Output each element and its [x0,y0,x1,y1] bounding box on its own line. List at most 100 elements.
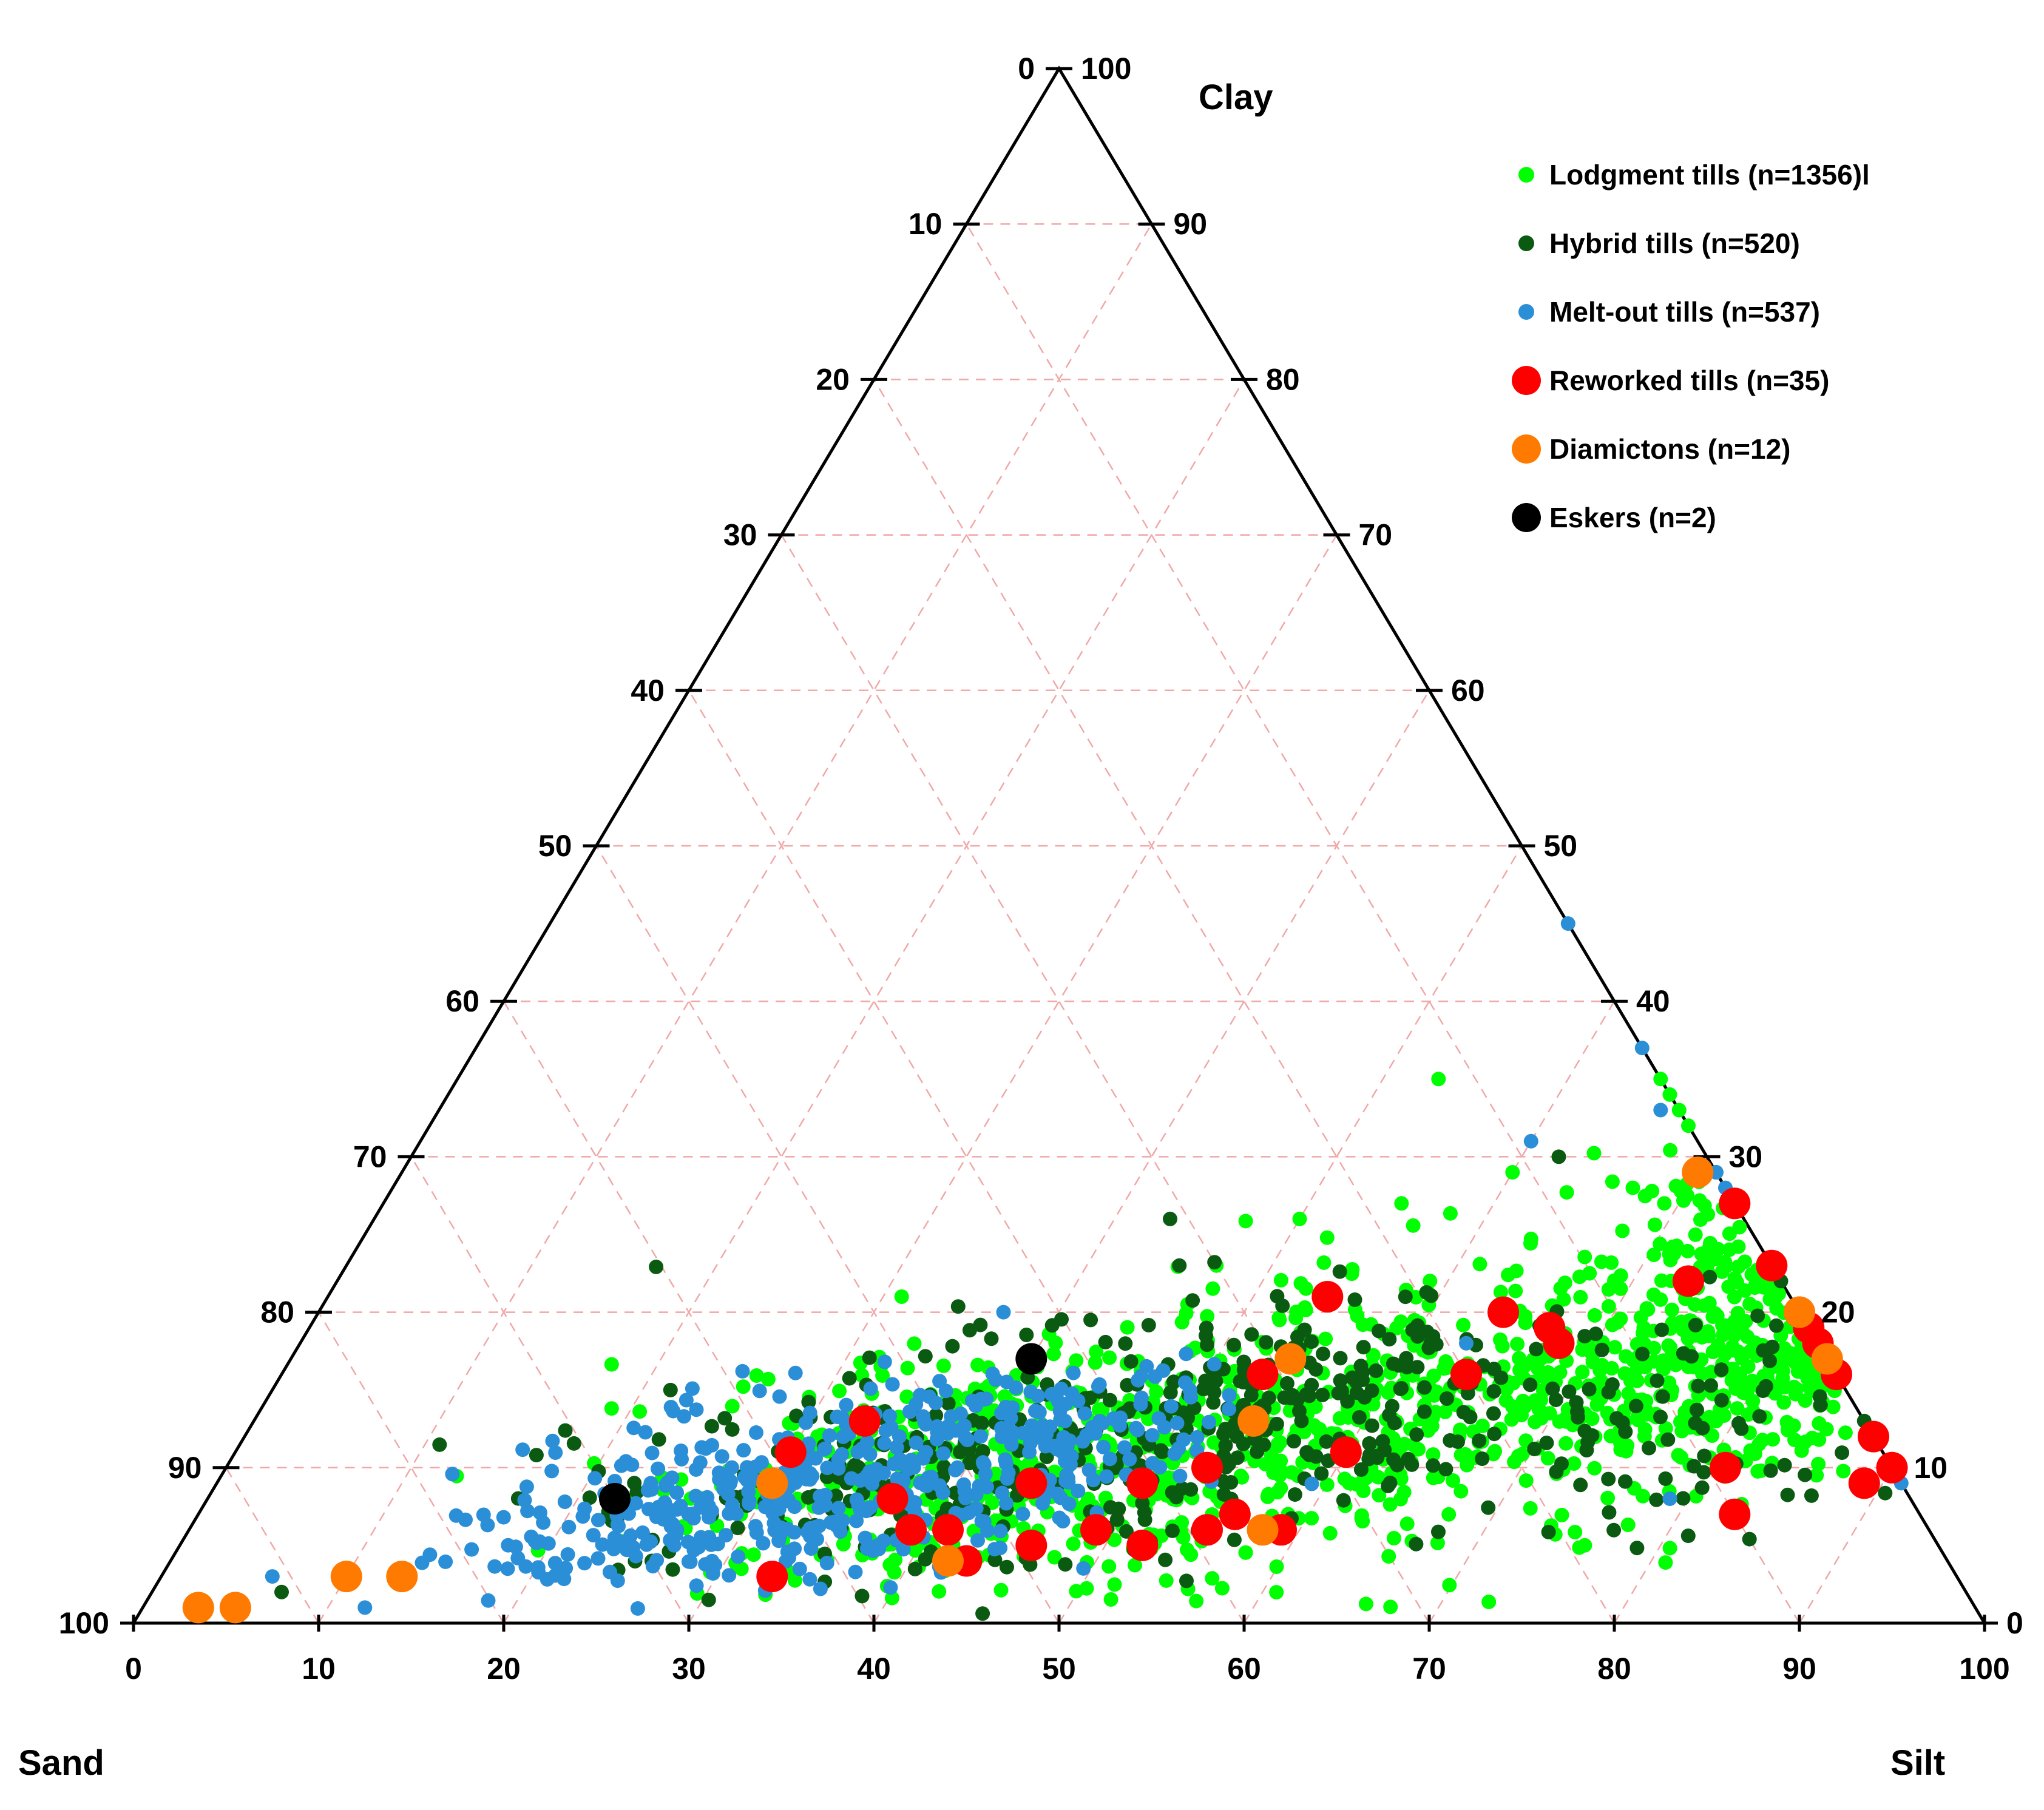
data-point-hybrid [1039,1450,1054,1464]
data-point-meltout [1071,1484,1086,1499]
data-point-meltout [804,1541,819,1556]
data-point-lodgment [1586,1146,1602,1161]
data-point-lodgment [1671,1103,1687,1118]
tick-label-right: 30 [1729,1140,1763,1173]
data-point-meltout [1156,1363,1171,1378]
data-point-hybrid [1601,1471,1616,1487]
data-point-meltout [530,1560,546,1575]
data-point-lodgment [1493,1332,1508,1347]
data-point-lodgment [1767,1291,1782,1306]
data-point-lodgment [1214,1581,1230,1596]
data-point-meltout [1145,1428,1160,1443]
data-point-lodgment [1396,1485,1412,1500]
data-point-meltout [689,1402,704,1417]
data-point-meltout [929,1432,944,1447]
data-point-hybrid [1697,1448,1712,1464]
data-point-diamictons [386,1561,418,1593]
data-point-lodgment [1587,1308,1602,1323]
data-point-lodgment [1517,1359,1532,1374]
data-point-lodgment [1354,1508,1369,1523]
data-point-meltout [748,1519,763,1534]
data-point-meltout [1030,1388,1046,1403]
data-point-hybrid [1642,1440,1656,1456]
data-point-meltout [595,1537,610,1552]
data-point-meltout [859,1504,874,1519]
data-point-meltout [677,1409,691,1424]
data-point-hybrid [1702,1269,1717,1285]
data-point-lodgment [1556,1292,1571,1307]
data-point-lodgment [1107,1532,1122,1547]
data-point-hybrid [1185,1293,1200,1308]
data-point-lodgment [1665,1315,1680,1331]
data-point-lodgment [1350,1308,1365,1323]
data-point-meltout [1086,1473,1101,1488]
data-point-lodgment [1654,1273,1669,1288]
data-point-meltout [1092,1414,1108,1429]
data-point-meltout [606,1541,621,1556]
data-point-meltout [1662,1491,1677,1506]
data-point-hybrid [1382,1332,1397,1347]
data-point-lodgment [1566,1456,1582,1471]
data-point-lodgment [1270,1437,1285,1452]
data-point-lodgment [1102,1350,1117,1365]
data-point-meltout [481,1593,496,1608]
data-point-hybrid [1606,1522,1622,1538]
data-point-hybrid [1386,1356,1401,1371]
data-point-lodgment [1722,1226,1737,1241]
data-point-lodgment [1284,1465,1299,1480]
data-point-lodgment [988,1467,1003,1482]
data-point-hybrid [1798,1467,1813,1482]
data-point-lodgment [1790,1364,1805,1379]
data-point-lodgment [1440,1358,1455,1373]
data-point-meltout [665,1470,680,1485]
data-point-lodgment [1600,1490,1616,1505]
data-point-meltout [1190,1430,1205,1445]
data-point-lodgment [1724,1373,1739,1388]
data-point-hybrid [1137,1505,1152,1520]
data-point-lodgment [725,1399,740,1414]
data-point-lodgment [1107,1577,1122,1592]
data-point-meltout [976,1456,991,1471]
data-point-hybrid [1349,1374,1364,1390]
data-point-hybrid [1878,1485,1893,1501]
data-point-lodgment [1430,1535,1445,1550]
data-point-meltout [904,1453,919,1468]
data-point-meltout [1134,1390,1149,1405]
data-point-meltout [357,1600,373,1615]
data-point-meltout [993,1524,1008,1539]
data-point-lodgment [1647,1217,1662,1232]
data-point-hybrid [1405,1323,1420,1338]
data-point-meltout [787,1499,802,1515]
data-point-hybrid [1109,1512,1125,1527]
data-point-meltout [1145,1456,1160,1471]
data-point-hybrid [1236,1436,1251,1451]
data-point-lodgment [1487,1444,1503,1459]
data-point-meltout [623,1528,638,1543]
data-point-meltout [1099,1469,1114,1484]
data-point-hybrid [1573,1477,1588,1493]
grid-line-silt [317,223,1152,1624]
data-point-meltout [1088,1426,1103,1441]
data-point-meltout [853,1473,868,1488]
data-point-lodgment [1397,1436,1412,1451]
data-point-hybrid [1308,1362,1324,1377]
data-point-lodgment [1668,1178,1684,1194]
data-point-lodgment [1657,1196,1672,1211]
data-point-lodgment [832,1383,847,1399]
data-point-lodgment [1174,1515,1190,1530]
data-point-meltout [458,1512,473,1527]
data-point-eskers [1015,1343,1047,1375]
data-point-meltout [536,1515,551,1530]
data-point-lodgment [1506,1376,1521,1391]
data-point-hybrid [950,1299,966,1314]
data-point-lodgment [1747,1280,1762,1295]
data-point-lodgment [1372,1488,1387,1503]
data-point-meltout [960,1433,975,1448]
tick-label-right: 80 [1266,362,1300,396]
data-point-lodgment [1716,1328,1731,1342]
data-point-meltout [705,1566,720,1581]
data-point-reworked [1191,1451,1223,1484]
data-point-meltout [736,1443,751,1458]
data-point-hybrid [1401,1451,1416,1467]
data-point-hybrid [1756,1343,1771,1358]
